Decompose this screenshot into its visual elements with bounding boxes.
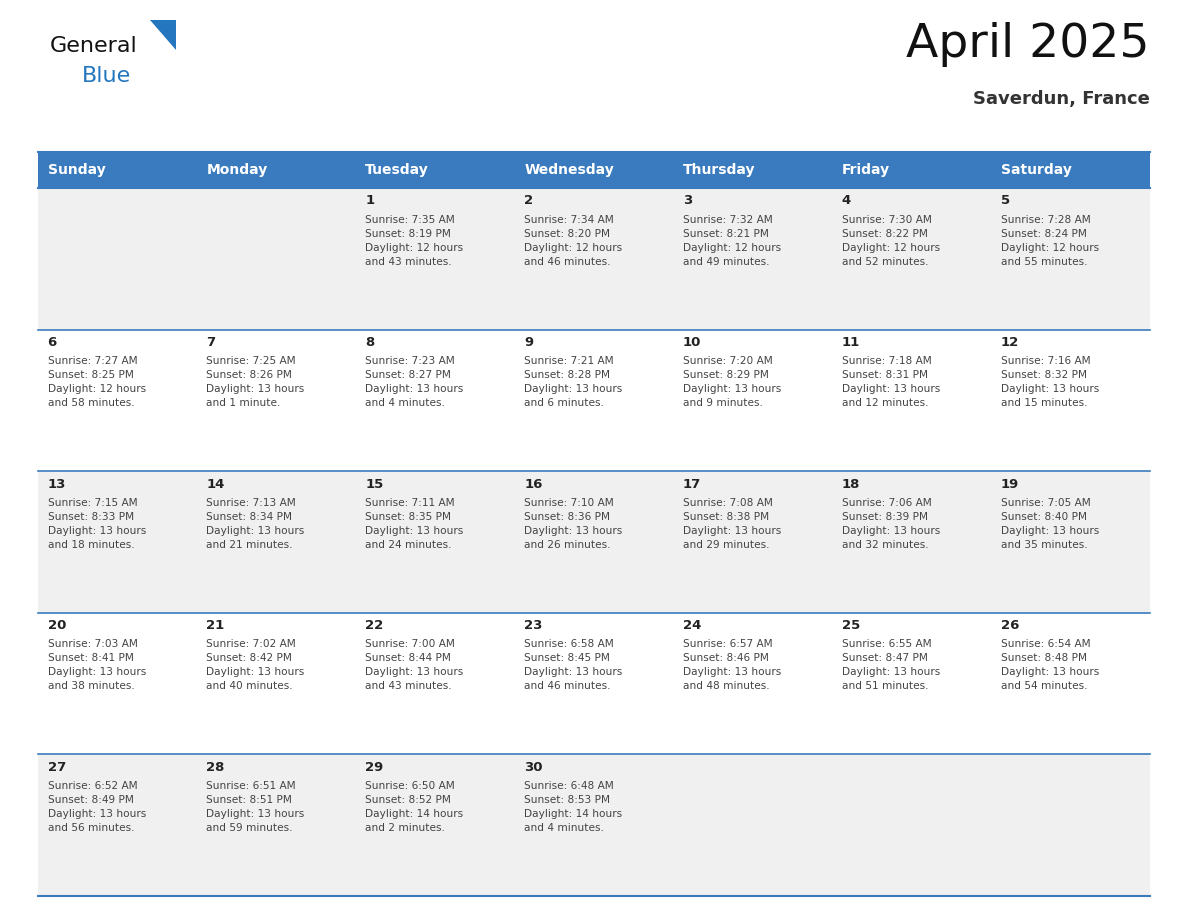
Text: Sunrise: 7:16 AM
Sunset: 8:32 PM
Daylight: 13 hours
and 15 minutes.: Sunrise: 7:16 AM Sunset: 8:32 PM Dayligh…: [1000, 356, 1099, 409]
Text: 24: 24: [683, 620, 701, 633]
Text: Friday: Friday: [842, 163, 890, 177]
Text: 16: 16: [524, 477, 543, 491]
Text: Sunrise: 7:15 AM
Sunset: 8:33 PM
Daylight: 13 hours
and 18 minutes.: Sunrise: 7:15 AM Sunset: 8:33 PM Dayligh…: [48, 498, 146, 550]
Text: Saturday: Saturday: [1000, 163, 1072, 177]
Text: Sunrise: 6:57 AM
Sunset: 8:46 PM
Daylight: 13 hours
and 48 minutes.: Sunrise: 6:57 AM Sunset: 8:46 PM Dayligh…: [683, 639, 782, 691]
Text: Sunrise: 6:54 AM
Sunset: 8:48 PM
Daylight: 13 hours
and 54 minutes.: Sunrise: 6:54 AM Sunset: 8:48 PM Dayligh…: [1000, 639, 1099, 691]
Text: Sunrise: 7:05 AM
Sunset: 8:40 PM
Daylight: 13 hours
and 35 minutes.: Sunrise: 7:05 AM Sunset: 8:40 PM Dayligh…: [1000, 498, 1099, 550]
Text: Thursday: Thursday: [683, 163, 756, 177]
Text: 14: 14: [207, 477, 225, 491]
Polygon shape: [150, 20, 176, 50]
Bar: [38, 152, 1150, 188]
Text: Sunrise: 7:10 AM
Sunset: 8:36 PM
Daylight: 13 hours
and 26 minutes.: Sunrise: 7:10 AM Sunset: 8:36 PM Dayligh…: [524, 498, 623, 550]
Text: Monday: Monday: [207, 163, 267, 177]
Text: Sunrise: 7:06 AM
Sunset: 8:39 PM
Daylight: 13 hours
and 32 minutes.: Sunrise: 7:06 AM Sunset: 8:39 PM Dayligh…: [842, 498, 940, 550]
Text: Blue: Blue: [82, 66, 131, 86]
Text: Sunrise: 7:13 AM
Sunset: 8:34 PM
Daylight: 13 hours
and 21 minutes.: Sunrise: 7:13 AM Sunset: 8:34 PM Dayligh…: [207, 498, 304, 550]
Text: 30: 30: [524, 761, 543, 774]
Text: 28: 28: [207, 761, 225, 774]
Bar: [38, 755, 1150, 896]
Text: 1: 1: [365, 195, 374, 207]
Text: Sunrise: 7:21 AM
Sunset: 8:28 PM
Daylight: 13 hours
and 6 minutes.: Sunrise: 7:21 AM Sunset: 8:28 PM Dayligh…: [524, 356, 623, 409]
Text: Sunrise: 7:20 AM
Sunset: 8:29 PM
Daylight: 13 hours
and 9 minutes.: Sunrise: 7:20 AM Sunset: 8:29 PM Dayligh…: [683, 356, 782, 409]
Text: 11: 11: [842, 336, 860, 349]
Text: Sunrise: 7:27 AM
Sunset: 8:25 PM
Daylight: 12 hours
and 58 minutes.: Sunrise: 7:27 AM Sunset: 8:25 PM Dayligh…: [48, 356, 146, 409]
Text: Wednesday: Wednesday: [524, 163, 614, 177]
Text: 7: 7: [207, 336, 215, 349]
Text: 9: 9: [524, 336, 533, 349]
Text: Sunrise: 7:11 AM
Sunset: 8:35 PM
Daylight: 13 hours
and 24 minutes.: Sunrise: 7:11 AM Sunset: 8:35 PM Dayligh…: [365, 498, 463, 550]
Text: 12: 12: [1000, 336, 1019, 349]
Text: April 2025: April 2025: [906, 22, 1150, 67]
Text: 4: 4: [842, 195, 851, 207]
Text: Sunrise: 7:08 AM
Sunset: 8:38 PM
Daylight: 13 hours
and 29 minutes.: Sunrise: 7:08 AM Sunset: 8:38 PM Dayligh…: [683, 498, 782, 550]
Text: 26: 26: [1000, 620, 1019, 633]
Bar: [38, 188, 1150, 330]
Text: 5: 5: [1000, 195, 1010, 207]
Text: Sunrise: 7:02 AM
Sunset: 8:42 PM
Daylight: 13 hours
and 40 minutes.: Sunrise: 7:02 AM Sunset: 8:42 PM Dayligh…: [207, 639, 304, 691]
Text: 3: 3: [683, 195, 693, 207]
Text: 23: 23: [524, 620, 543, 633]
Bar: [38, 613, 1150, 755]
Text: Tuesday: Tuesday: [365, 163, 429, 177]
Text: 20: 20: [48, 620, 65, 633]
Text: Sunrise: 6:52 AM
Sunset: 8:49 PM
Daylight: 13 hours
and 56 minutes.: Sunrise: 6:52 AM Sunset: 8:49 PM Dayligh…: [48, 781, 146, 833]
Text: Sunrise: 7:35 AM
Sunset: 8:19 PM
Daylight: 12 hours
and 43 minutes.: Sunrise: 7:35 AM Sunset: 8:19 PM Dayligh…: [365, 215, 463, 266]
Text: Sunrise: 7:00 AM
Sunset: 8:44 PM
Daylight: 13 hours
and 43 minutes.: Sunrise: 7:00 AM Sunset: 8:44 PM Dayligh…: [365, 639, 463, 691]
Text: 19: 19: [1000, 477, 1019, 491]
Text: Sunrise: 7:25 AM
Sunset: 8:26 PM
Daylight: 13 hours
and 1 minute.: Sunrise: 7:25 AM Sunset: 8:26 PM Dayligh…: [207, 356, 304, 409]
Text: 21: 21: [207, 620, 225, 633]
Text: Saverdun, France: Saverdun, France: [973, 90, 1150, 108]
Text: Sunrise: 6:48 AM
Sunset: 8:53 PM
Daylight: 14 hours
and 4 minutes.: Sunrise: 6:48 AM Sunset: 8:53 PM Dayligh…: [524, 781, 623, 833]
Bar: [38, 330, 1150, 471]
Text: Sunrise: 6:55 AM
Sunset: 8:47 PM
Daylight: 13 hours
and 51 minutes.: Sunrise: 6:55 AM Sunset: 8:47 PM Dayligh…: [842, 639, 940, 691]
Text: 22: 22: [365, 620, 384, 633]
Text: 8: 8: [365, 336, 374, 349]
Text: Sunrise: 6:50 AM
Sunset: 8:52 PM
Daylight: 14 hours
and 2 minutes.: Sunrise: 6:50 AM Sunset: 8:52 PM Dayligh…: [365, 781, 463, 833]
Text: 29: 29: [365, 761, 384, 774]
Text: 17: 17: [683, 477, 701, 491]
Text: General: General: [50, 36, 138, 56]
Text: Sunrise: 7:18 AM
Sunset: 8:31 PM
Daylight: 13 hours
and 12 minutes.: Sunrise: 7:18 AM Sunset: 8:31 PM Dayligh…: [842, 356, 940, 409]
Text: 6: 6: [48, 336, 57, 349]
Text: Sunrise: 7:32 AM
Sunset: 8:21 PM
Daylight: 12 hours
and 49 minutes.: Sunrise: 7:32 AM Sunset: 8:21 PM Dayligh…: [683, 215, 781, 266]
Text: 2: 2: [524, 195, 533, 207]
Text: 13: 13: [48, 477, 65, 491]
Text: 18: 18: [842, 477, 860, 491]
Bar: [38, 471, 1150, 613]
Text: Sunrise: 7:30 AM
Sunset: 8:22 PM
Daylight: 12 hours
and 52 minutes.: Sunrise: 7:30 AM Sunset: 8:22 PM Dayligh…: [842, 215, 940, 266]
Text: Sunrise: 7:34 AM
Sunset: 8:20 PM
Daylight: 12 hours
and 46 minutes.: Sunrise: 7:34 AM Sunset: 8:20 PM Dayligh…: [524, 215, 623, 266]
Text: Sunrise: 7:28 AM
Sunset: 8:24 PM
Daylight: 12 hours
and 55 minutes.: Sunrise: 7:28 AM Sunset: 8:24 PM Dayligh…: [1000, 215, 1099, 266]
Text: 15: 15: [365, 477, 384, 491]
Text: Sunday: Sunday: [48, 163, 106, 177]
Text: Sunrise: 6:51 AM
Sunset: 8:51 PM
Daylight: 13 hours
and 59 minutes.: Sunrise: 6:51 AM Sunset: 8:51 PM Dayligh…: [207, 781, 304, 833]
Text: Sunrise: 7:03 AM
Sunset: 8:41 PM
Daylight: 13 hours
and 38 minutes.: Sunrise: 7:03 AM Sunset: 8:41 PM Dayligh…: [48, 639, 146, 691]
Text: Sunrise: 6:58 AM
Sunset: 8:45 PM
Daylight: 13 hours
and 46 minutes.: Sunrise: 6:58 AM Sunset: 8:45 PM Dayligh…: [524, 639, 623, 691]
Text: 25: 25: [842, 620, 860, 633]
Text: Sunrise: 7:23 AM
Sunset: 8:27 PM
Daylight: 13 hours
and 4 minutes.: Sunrise: 7:23 AM Sunset: 8:27 PM Dayligh…: [365, 356, 463, 409]
Text: 27: 27: [48, 761, 65, 774]
Text: 10: 10: [683, 336, 701, 349]
